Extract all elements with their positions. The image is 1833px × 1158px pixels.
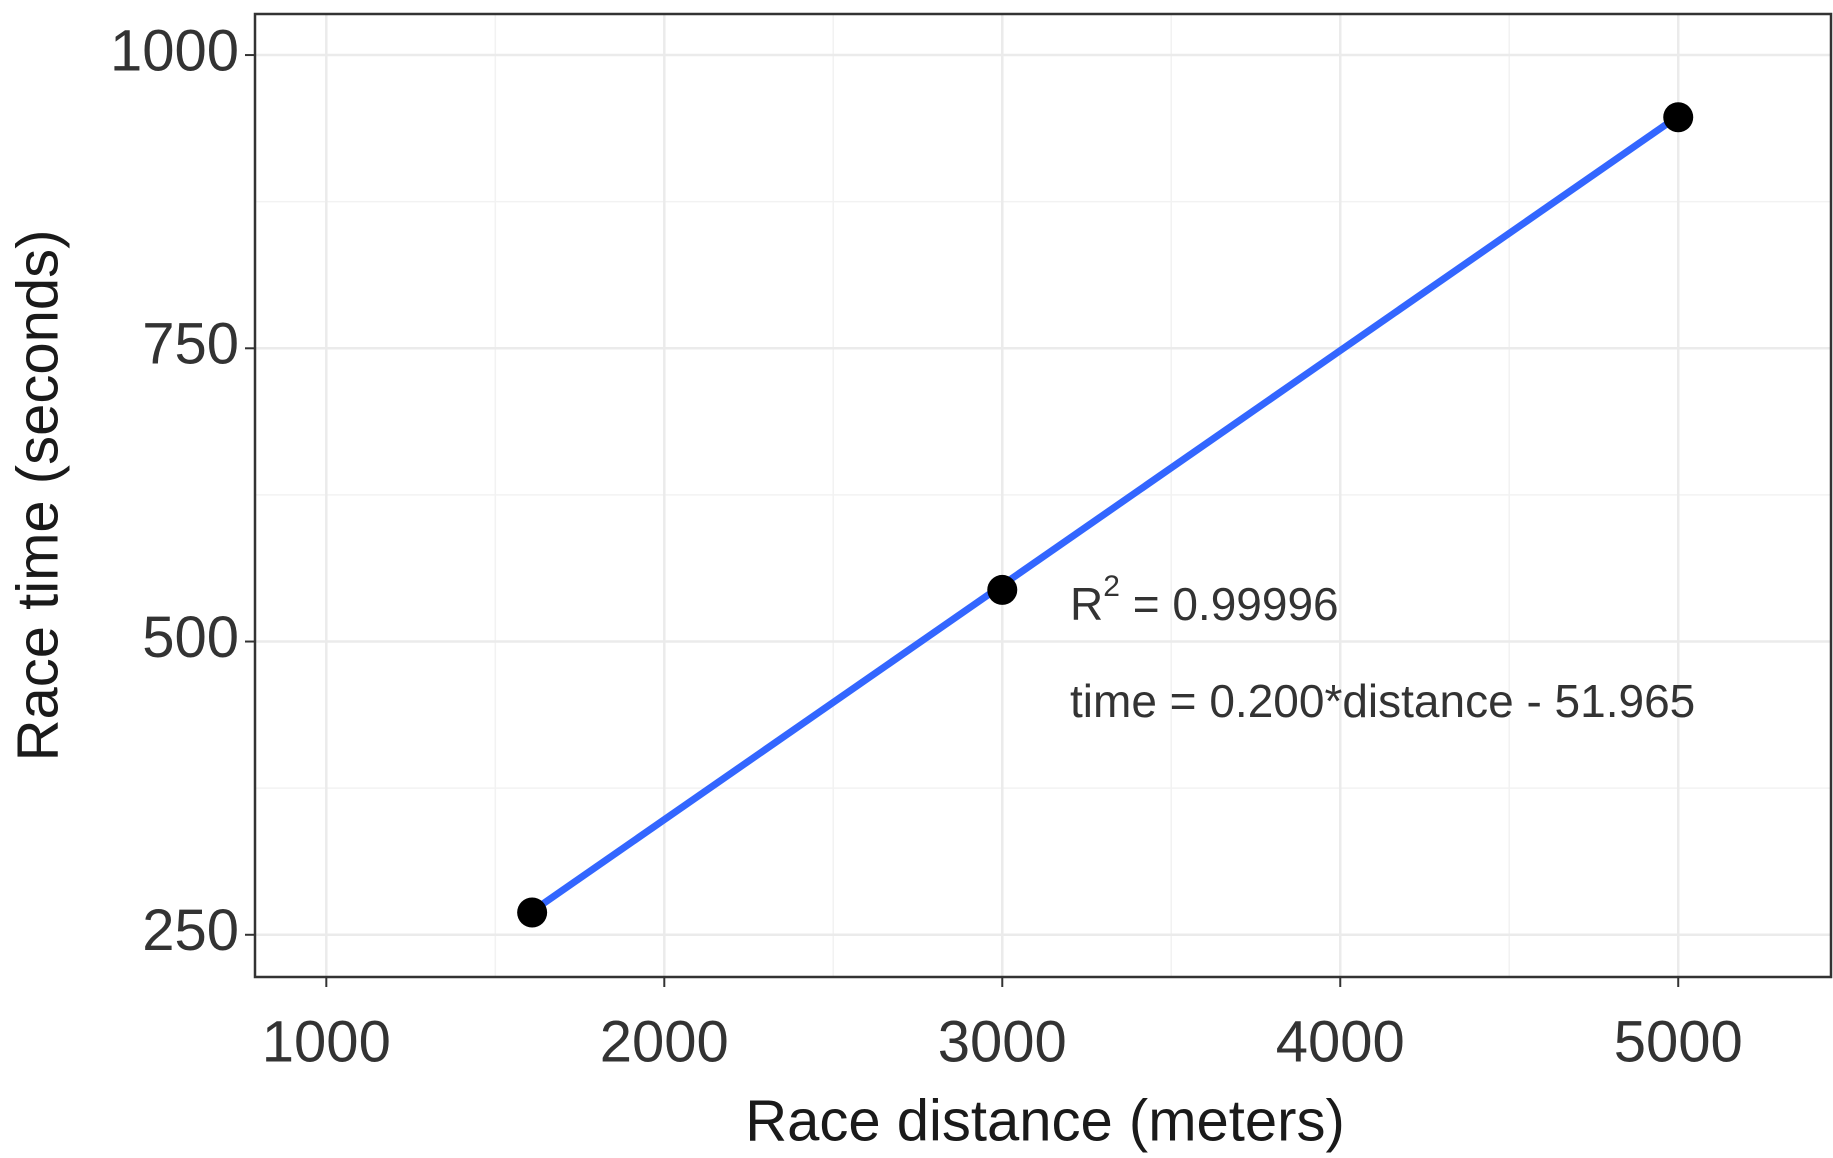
x-tick-label: 4000 [1276, 1009, 1405, 1074]
x-tick-label: 1000 [262, 1009, 391, 1074]
y-tick-label: 250 [142, 898, 239, 963]
x-tick-label: 5000 [1614, 1009, 1743, 1074]
r-squared-value: = 0.99996 [1120, 578, 1339, 630]
y-tick-label: 1000 [110, 18, 239, 83]
y-axis-title: Race time (seconds) [5, 230, 70, 762]
y-tick-label: 750 [142, 312, 239, 377]
fit-line [530, 113, 1681, 915]
point [517, 897, 548, 928]
point [987, 574, 1018, 605]
equation: time = 0.200*distance - 51.965 [1070, 675, 1695, 727]
x-tick-label: 2000 [600, 1009, 729, 1074]
x-tick-label: 3000 [938, 1009, 1067, 1074]
r-squared-symbol: R [1070, 578, 1103, 630]
x-axis-title: Race distance (meters) [745, 1088, 1345, 1153]
plot-border [253, 12, 1833, 979]
r-squared: R2 = 0.99996 [1070, 570, 1339, 630]
y-tick-label: 500 [142, 605, 239, 670]
point [1663, 102, 1694, 133]
r-squared-exponent: 2 [1103, 570, 1120, 603]
